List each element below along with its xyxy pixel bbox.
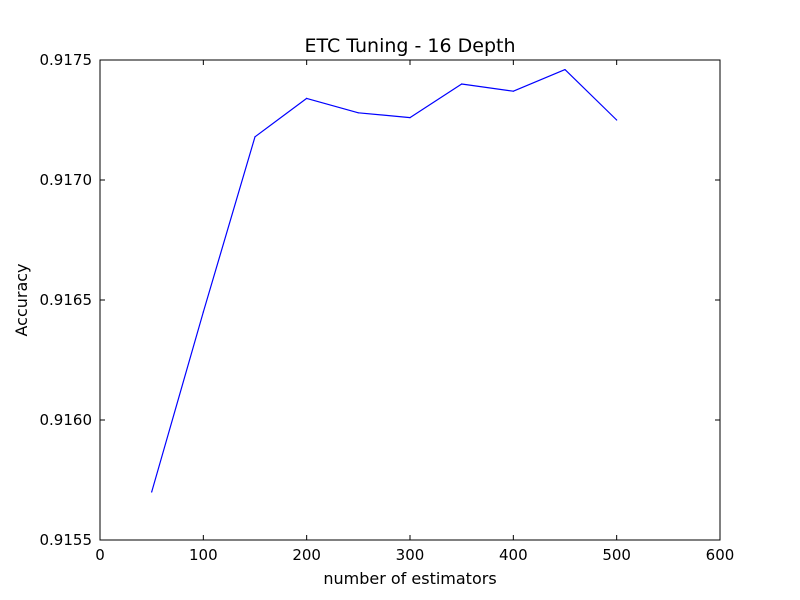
x-tick-label: 0 xyxy=(95,546,105,564)
data-point xyxy=(409,117,411,119)
y-tick-label: 0.9165 xyxy=(40,291,93,309)
x-tick-label: 500 xyxy=(602,546,631,564)
data-point xyxy=(512,90,514,92)
y-tick-label: 0.9155 xyxy=(40,531,93,549)
y-tick-label: 0.9160 xyxy=(40,411,93,429)
x-tick-label: 200 xyxy=(292,546,321,564)
series-line xyxy=(151,68,618,493)
axis-ticks: 0 100 200 300 400 500 600 0.9155 0.9160 0.9165 0.9… xyxy=(40,51,735,564)
plot-area xyxy=(151,68,618,493)
data-point xyxy=(461,83,463,85)
data-point xyxy=(151,491,153,493)
chart-title: ETC Tuning - 16 Depth xyxy=(304,35,515,57)
y-axis-title: Accuracy xyxy=(12,263,31,336)
data-point xyxy=(306,97,308,99)
y-tick-label: 0.9170 xyxy=(40,171,93,189)
x-tick-label: 600 xyxy=(706,546,735,564)
data-point xyxy=(616,119,618,121)
x-tick-label: 400 xyxy=(499,546,528,564)
data-point xyxy=(564,69,566,71)
data-point xyxy=(202,311,204,313)
x-tick-label: 300 xyxy=(396,546,425,564)
x-tick-label: 100 xyxy=(189,546,218,564)
plot-frame xyxy=(99,59,721,541)
x-axis-title: number of estimators xyxy=(323,569,496,588)
data-point xyxy=(357,112,359,114)
data-point xyxy=(254,136,256,138)
y-tick-label: 0.9175 xyxy=(40,51,93,69)
